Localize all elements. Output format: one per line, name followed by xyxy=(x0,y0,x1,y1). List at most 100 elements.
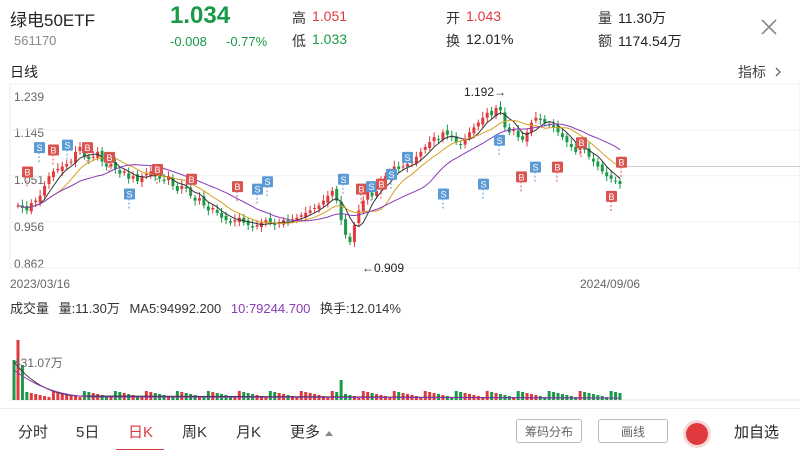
candle-body xyxy=(211,207,215,210)
candle-body xyxy=(113,162,117,169)
candle-body xyxy=(503,112,507,128)
volume-bar xyxy=(335,392,339,400)
signal-label: B xyxy=(618,158,624,168)
candle-body xyxy=(494,107,498,117)
sell-signal xyxy=(338,173,349,185)
signal-label: S xyxy=(254,185,260,195)
tab-monthly-k[interactable]: 月K xyxy=(236,424,262,441)
volume-bar xyxy=(366,392,370,400)
add-watchlist-button[interactable]: 加自选 xyxy=(734,424,780,441)
volume-bar xyxy=(242,392,246,400)
volume-bar xyxy=(450,397,454,400)
candle-body xyxy=(605,172,609,177)
volume-bar xyxy=(591,394,595,400)
close-icon[interactable] xyxy=(756,14,782,40)
candle-body xyxy=(521,136,525,140)
candle-body xyxy=(445,130,449,135)
candle-body xyxy=(583,147,587,150)
candle-body xyxy=(321,200,325,205)
buy-signal xyxy=(552,161,563,173)
volume-bar xyxy=(321,396,325,400)
candle-body xyxy=(516,130,520,138)
candle-body xyxy=(131,176,135,179)
volume-bar xyxy=(175,391,179,400)
candle-body xyxy=(184,186,188,189)
ma5-value: MA5:94992.200 xyxy=(129,301,222,316)
signal-label: B xyxy=(106,153,112,163)
volume-bar xyxy=(361,391,365,400)
candle-body xyxy=(74,151,78,163)
buy-signal xyxy=(152,164,163,176)
buy-signal xyxy=(232,181,243,193)
max-annotation: 1.192→ xyxy=(464,85,506,99)
volume-bar xyxy=(60,393,64,400)
candle-body xyxy=(529,122,533,133)
volume-bar xyxy=(556,393,560,400)
high-value: 1.051 xyxy=(312,8,348,24)
volume-value: 量:11.30万 xyxy=(58,301,120,316)
candle-body xyxy=(618,181,622,185)
tab-daily-k[interactable]: 日K xyxy=(128,424,154,441)
candle-body xyxy=(414,156,418,164)
volume-bar xyxy=(140,397,144,400)
candle-body xyxy=(591,158,595,162)
record-dot-icon[interactable] xyxy=(686,423,708,445)
signal-label: S xyxy=(532,163,538,173)
candle-body xyxy=(43,186,47,196)
tab-intraday[interactable]: 分时 xyxy=(18,424,49,441)
tab-more[interactable]: 更多 xyxy=(290,421,334,442)
candle-body xyxy=(543,119,547,123)
candle-body xyxy=(158,174,162,179)
high-label: 高 xyxy=(292,10,306,26)
volume-bar xyxy=(419,397,423,400)
candle-body xyxy=(441,132,445,140)
candle-body xyxy=(16,205,20,207)
buy-signal xyxy=(376,178,387,190)
candle-body xyxy=(38,195,42,203)
buy-signal xyxy=(82,142,93,154)
candle-body xyxy=(317,205,321,209)
candle-body xyxy=(304,212,308,218)
candle-body xyxy=(233,220,237,222)
sell-signal xyxy=(366,181,377,193)
candle-body xyxy=(481,117,485,125)
candle-body xyxy=(105,163,109,167)
candle-body xyxy=(614,180,618,182)
volume-bar xyxy=(525,393,529,400)
candle-body xyxy=(69,161,73,163)
volume-bar xyxy=(463,393,467,400)
candle-body xyxy=(596,161,600,167)
volume-bar xyxy=(516,391,520,400)
volume-bar xyxy=(228,396,232,400)
low-label: 低 xyxy=(292,33,306,49)
tab-weekly-k[interactable]: 周K xyxy=(182,424,208,441)
ma10-line xyxy=(17,119,621,224)
tab-5day[interactable]: 5日 xyxy=(76,424,100,441)
turnover-label: 换 xyxy=(446,33,460,49)
candle-body xyxy=(295,217,299,221)
signal-label: S xyxy=(388,170,394,180)
candle-body xyxy=(406,164,410,168)
draw-line-button[interactable]: 画线 xyxy=(598,419,668,443)
buy-signal xyxy=(22,166,33,178)
volume-bar xyxy=(16,340,20,400)
candle-body xyxy=(189,187,193,196)
candle-body xyxy=(600,164,604,172)
candle-body xyxy=(574,146,578,152)
volume-bar xyxy=(543,397,547,400)
volume-bar xyxy=(609,391,613,400)
buy-signal xyxy=(356,183,367,195)
candle-body xyxy=(472,127,476,134)
volume-bar xyxy=(82,391,86,400)
volume-bar xyxy=(56,392,60,400)
volume-bar xyxy=(299,391,303,400)
indicator-button[interactable]: 指标 xyxy=(738,62,783,82)
candle-body xyxy=(91,156,95,158)
chip-distribution-button[interactable]: 筹码分布 xyxy=(516,419,582,443)
candle-body xyxy=(228,221,232,223)
candle-body xyxy=(348,236,352,243)
candle-body xyxy=(565,136,569,143)
candle-body xyxy=(498,106,502,111)
candle-body xyxy=(534,117,538,121)
